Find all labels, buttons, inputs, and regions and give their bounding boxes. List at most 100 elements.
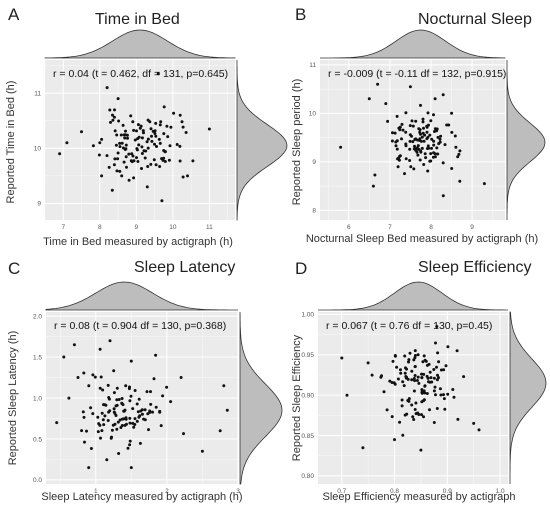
data-point [419,448,423,452]
data-point [107,410,111,414]
data-point [435,407,439,410]
data-point [140,145,144,149]
data-point [118,169,122,173]
data-point [425,125,429,129]
data-point [98,141,102,145]
data-point [442,368,446,372]
data-point [140,167,143,170]
data-point [225,408,229,412]
data-point [411,415,415,419]
data-point [135,147,139,151]
data-point [116,157,120,161]
data-point [443,407,447,411]
data-point [428,370,432,374]
data-point [419,132,422,136]
data-point [441,161,445,165]
data-point [147,428,150,432]
data-point [154,353,158,357]
data-point [179,376,183,379]
data-point [118,145,122,149]
data-point [133,389,137,392]
data-point [133,138,137,142]
data-point [417,127,421,131]
data-point [119,426,123,429]
data-point [392,381,396,385]
data-point [137,415,141,419]
data-point [110,435,113,439]
data-point [91,412,95,416]
data-point [143,408,147,412]
data-point [132,128,136,132]
data-point [433,97,437,101]
y-tick-label: 0.5 [33,436,42,443]
x-tick-label: 0.9 [443,488,452,495]
data-point [126,446,130,450]
data-point [424,359,428,363]
data-point [153,142,156,146]
panel-title: Nocturnal Sleep [418,11,532,28]
marginal-density-top [44,29,236,59]
data-point [146,165,150,168]
marginal-density-right [239,311,283,485]
data-point [150,134,153,138]
data-point [135,419,139,423]
data-point [132,425,136,429]
data-point [439,134,443,138]
data-point [401,128,405,132]
x-tick-label: 8 [429,224,433,231]
data-point [113,422,117,426]
plot-background [320,60,505,220]
correlation-annotation: r = 0.067 (t = 0.76 df = 130, p=0.45) [326,320,492,332]
data-point [420,413,423,417]
y-tick-label: 11 [309,62,316,69]
data-point [149,162,153,166]
data-point [395,139,399,143]
data-point [151,129,155,133]
data-point [80,130,83,134]
data-point [433,152,437,156]
data-point [412,147,416,151]
data-point [432,113,435,117]
x-tick-label: 11 [206,224,213,231]
data-point [105,458,109,462]
data-point [124,155,128,159]
data-point [122,160,126,164]
data-point [156,72,160,76]
data-point [436,135,440,139]
data-point [433,130,436,133]
data-point [390,415,394,419]
data-point [113,129,117,133]
data-point [172,111,176,115]
data-point [128,443,132,447]
data-point [117,119,121,123]
data-point [413,138,417,141]
data-point [426,169,430,173]
data-point [423,384,427,388]
data-point [366,361,370,365]
data-point [400,122,404,126]
data-point [145,140,149,144]
data-point [457,152,461,156]
data-point [82,415,86,419]
data-point [103,414,107,418]
data-point [140,408,144,412]
data-point [100,411,104,415]
data-point [401,433,405,437]
panel-b: B Nocturnal Sleep 6 7 8 9 8 9 10 11 r = -0.009 (t … [291,5,546,245]
data-point [413,408,417,411]
data-point [439,393,443,397]
data-point [118,141,122,145]
data-point [410,119,414,123]
data-point [425,374,429,378]
data-point [404,111,408,115]
data-point [113,411,117,415]
x-tick-label: 7 [61,224,65,231]
data-point [404,375,408,378]
data-point [417,413,421,416]
data-point [424,156,428,160]
data-point [135,156,138,160]
data-point [429,376,433,380]
data-point [101,418,105,422]
data-point [175,143,179,146]
data-point [136,160,140,163]
